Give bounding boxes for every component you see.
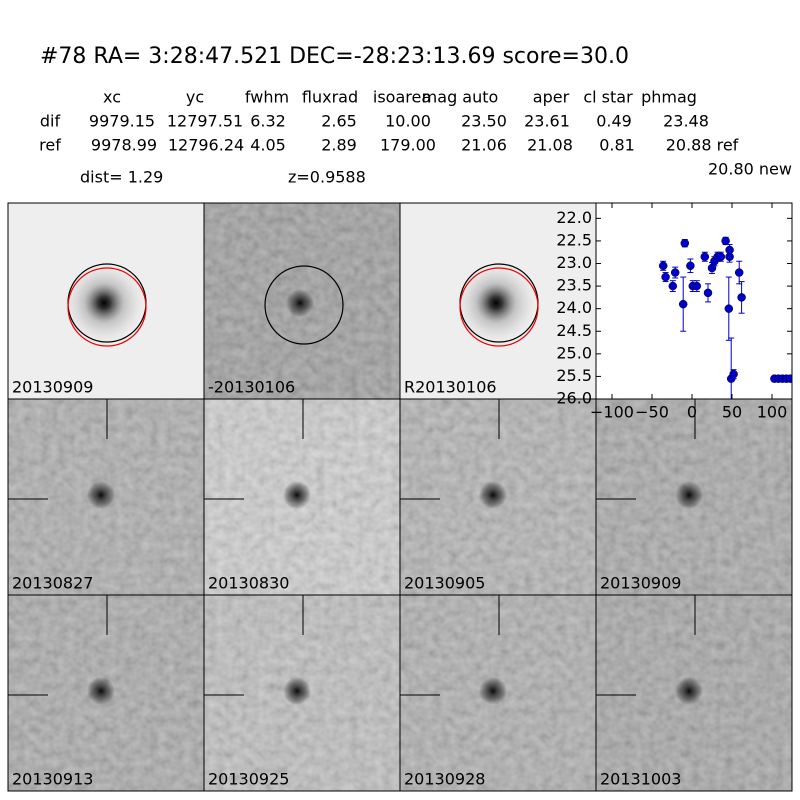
table-cell: 23.61 (524, 112, 570, 131)
aperture (264, 265, 344, 345)
column-header: cl star (583, 88, 633, 107)
source (283, 677, 311, 705)
point (786, 374, 792, 383)
y-tick-label: 25.5 (556, 366, 592, 385)
table-cell: 0.49 (596, 112, 632, 131)
source (286, 289, 314, 317)
x-tick-label: 50 (722, 403, 742, 422)
x-tick-label: −50 (635, 403, 669, 422)
point (700, 252, 710, 261)
source (87, 481, 115, 509)
table-cell: 12797.51 (167, 112, 243, 131)
new-circle (67, 267, 147, 347)
column-header: fwhm (245, 88, 289, 107)
table-cell: 4.05 (250, 136, 286, 155)
point (668, 281, 678, 291)
source (283, 481, 311, 509)
point (737, 293, 746, 302)
table-cell: dif (40, 112, 61, 131)
column-header: xc (103, 88, 121, 107)
source (479, 481, 507, 509)
stamp-label: R20130106 (404, 378, 497, 397)
stamp-label: 20130925 (208, 770, 289, 789)
point (678, 299, 688, 309)
source (87, 677, 115, 705)
column-header: yc (186, 88, 204, 107)
points (658, 236, 792, 399)
point (658, 261, 668, 271)
source (64, 263, 144, 343)
y-tick-label: 22.0 (556, 208, 592, 227)
plot-border (595, 202, 793, 400)
source (456, 263, 536, 343)
y-tick-label: 24.0 (556, 298, 592, 317)
table-cell: 179.00 (380, 136, 436, 155)
column-header: isoarea (373, 88, 431, 107)
stamp-label: -20130106 (208, 378, 295, 397)
point (670, 268, 680, 277)
column-header: phmag (641, 88, 697, 107)
stamp-label: 20131003 (600, 770, 681, 789)
stamp-label: 20130827 (12, 574, 93, 593)
y-tick-label: 25.0 (556, 343, 592, 362)
redshift: z=0.9588 (288, 168, 366, 187)
new-circle (459, 267, 539, 347)
stamp-label: 20130913 (12, 770, 93, 789)
stamp-label: 20130928 (404, 770, 485, 789)
point (716, 252, 726, 261)
x-tick-label: −100 (590, 403, 634, 422)
table-cell: 2.89 (321, 136, 357, 155)
stamp-label: 20130909 (600, 574, 681, 593)
table-cell: 20.88 ref (666, 136, 739, 155)
point (686, 261, 695, 271)
point (734, 268, 744, 277)
point (692, 281, 702, 291)
point (721, 236, 730, 246)
point (680, 238, 690, 248)
x-tick-label: 0 (687, 403, 697, 422)
table-cell: 9978.99 (91, 136, 157, 155)
table-cell: 23.50 (461, 112, 507, 131)
dist: dist= 1.29 (80, 168, 163, 187)
table-cell: 21.08 (527, 136, 573, 155)
table-cell: 10.00 (385, 112, 431, 131)
stamp-label: 20130905 (404, 574, 485, 593)
column-header: fluxrad (302, 88, 358, 107)
point (729, 369, 738, 379)
point (724, 304, 734, 313)
source (675, 677, 703, 705)
source (479, 677, 507, 705)
table-cell: 9979.15 (89, 112, 155, 131)
point (661, 272, 670, 282)
y-tick-label: 23.5 (556, 276, 592, 295)
x-tick-label: 100 (757, 403, 788, 422)
point (703, 288, 713, 298)
table-cell: 23.48 (663, 112, 709, 131)
table-cell: 2.65 (321, 112, 357, 131)
table-cell: ref (39, 136, 61, 155)
y-tick-label: 22.5 (556, 230, 592, 249)
y-tick-label: 26.0 (556, 389, 592, 408)
title: #78 RA= 3:28:47.521 DEC=-28:23:13.69 sco… (40, 44, 629, 69)
phmag-new: 20.80 new (708, 160, 792, 179)
point (725, 245, 734, 255)
table-cell: 6.32 (250, 112, 286, 131)
source (675, 481, 703, 509)
table-cell: 21.06 (461, 136, 507, 155)
stamp-border (595, 594, 793, 792)
stamp-label: 20130830 (208, 574, 289, 593)
y-tick-label: 24.5 (556, 321, 592, 340)
table-cell: 12796.24 (168, 136, 244, 155)
column-header: mag auto (422, 88, 499, 107)
table-cell: 0.81 (599, 136, 635, 155)
plot-area (596, 203, 792, 399)
stamp-label: 20130909 (12, 378, 93, 397)
column-header: aper (533, 88, 570, 107)
y-tick-label: 23.0 (556, 253, 592, 272)
